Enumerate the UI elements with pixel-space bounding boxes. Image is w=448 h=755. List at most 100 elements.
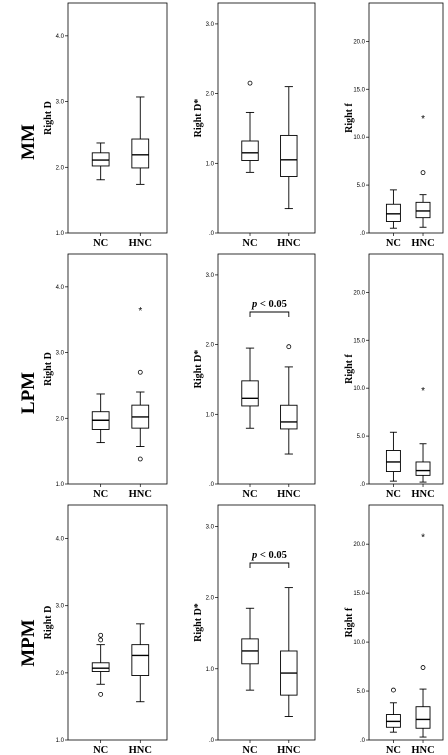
box-nc [241,607,259,691]
box-nc [241,80,259,173]
extreme-point: * [421,532,425,543]
panel-frame [368,504,444,741]
y-tick-label: 10.0 [353,640,365,646]
x-tick-label: NC [93,238,108,249]
panel-frame [368,253,444,485]
panel-right-fr2: Right f .0 5.0 10.0 15.0 20.0 NC HNC * [344,253,444,500]
panel-right-d-r1: Right D* .0 1.0 2.0 3.0 NC HNC [193,2,316,249]
y-axis-label: Right D [43,101,54,135]
y-tick-label: 3.0 [56,351,65,357]
iqr-box [415,201,431,219]
y-tick-label: 2.0 [206,343,215,349]
row-label: MPM [18,619,39,667]
y-tick-label: 10.0 [353,386,365,392]
box-nc [91,142,110,181]
y-tick-label: 5.0 [357,434,366,440]
box-nc [385,687,401,733]
box-nc [385,189,401,229]
box-hnc: * [131,306,150,462]
box-hnc [280,86,298,210]
row-label: LPM [18,372,39,414]
panel-right-dr3: MPM Right D 1.0 2.0 3.0 4.0 NC HNC [18,504,168,755]
x-tick-label: NC [242,238,257,249]
y-tick-label: .0 [360,738,366,744]
panel-frame [217,253,316,485]
iqr-box [385,450,401,472]
iqr-box [241,140,259,161]
outlier-point [391,687,396,693]
panel-frame [67,504,168,741]
x-tick-label: HNC [129,489,152,500]
y-tick-label: 2.0 [206,596,215,602]
panel-right-d-r3: Right D* .0 1.0 2.0 3.0 NC HNC p < 0.05 [193,504,316,755]
x-tick-label: HNC [277,745,300,755]
y-axis-label: Right D* [193,603,204,642]
box-hnc [280,587,298,717]
box-hnc [131,623,150,703]
x-tick-label: HNC [277,238,300,249]
panel-right-fr1: Right f .0 5.0 10.0 15.0 20.0 NC HNC * [344,2,444,249]
y-tick-label: 5.0 [357,183,366,189]
y-tick-label: 20.0 [353,290,365,296]
outlier-point [420,665,426,670]
panel-frame [368,2,444,234]
outlier-point [98,691,104,697]
y-tick-label: 3.0 [206,273,215,279]
iqr-box [131,644,150,676]
y-tick-label: 2.0 [206,92,215,98]
outlier-point [137,456,143,462]
y-tick-label: 15.0 [353,591,365,597]
panel-frame [217,2,316,234]
y-tick-label: 4.0 [56,285,65,291]
box-hnc [280,344,298,455]
y-axis-label: Right f [344,607,355,637]
y-tick-label: 20.0 [353,542,365,548]
iqr-box [415,461,431,476]
y-tick-label: 1.0 [206,161,215,167]
y-axis-label: Right D [43,606,54,640]
box-hnc [131,96,150,185]
iqr-box [131,138,150,169]
outlier-point [98,632,104,638]
significance-label: p < 0.05 [251,299,287,310]
y-tick-label: 15.0 [353,87,365,93]
y-axis-label: Right f [344,353,355,383]
iqr-box [241,380,259,407]
y-tick-label: 4.0 [56,34,65,40]
x-tick-label: NC [242,745,257,755]
y-tick-label: 2.0 [56,165,65,171]
outlier-point [247,80,253,86]
extreme-point: * [421,386,425,397]
y-tick-label: .0 [209,231,215,237]
y-tick-label: 1.0 [56,231,65,237]
y-tick-label: 4.0 [56,537,65,543]
y-tick-label: 3.0 [206,22,215,28]
y-axis-label: Right D* [193,99,204,138]
panel-frame [217,504,316,741]
y-tick-label: 3.0 [56,604,65,610]
row-label: MM [18,124,39,160]
y-tick-label: 1.0 [56,482,65,488]
box-nc [91,393,110,444]
y-tick-label: 2.0 [56,671,65,677]
y-tick-label: 15.0 [353,338,365,344]
y-tick-label: .0 [360,482,366,488]
y-tick-label: 5.0 [357,689,366,695]
x-tick-label: NC [386,745,401,755]
box-nc [91,632,110,697]
y-tick-label: .0 [209,482,215,488]
box-nc [241,347,259,429]
panel-right-fr3: Right f .0 5.0 10.0 15.0 20.0 NC HNC * [344,504,444,755]
x-tick-label: NC [386,238,401,249]
x-tick-label: NC [93,489,108,500]
extreme-point: * [421,114,425,125]
x-tick-label: HNC [411,238,434,249]
y-tick-label: .0 [209,738,215,744]
x-tick-label: HNC [129,745,152,755]
outlier-point [286,344,292,350]
panel-right-dr1: MM Right D 1.0 2.0 3.0 4.0 NC HNC [18,2,168,249]
outlier-point [98,637,104,643]
box-hnc: * [415,386,431,483]
y-tick-label: 1.0 [206,412,215,418]
iqr-box [385,203,401,222]
